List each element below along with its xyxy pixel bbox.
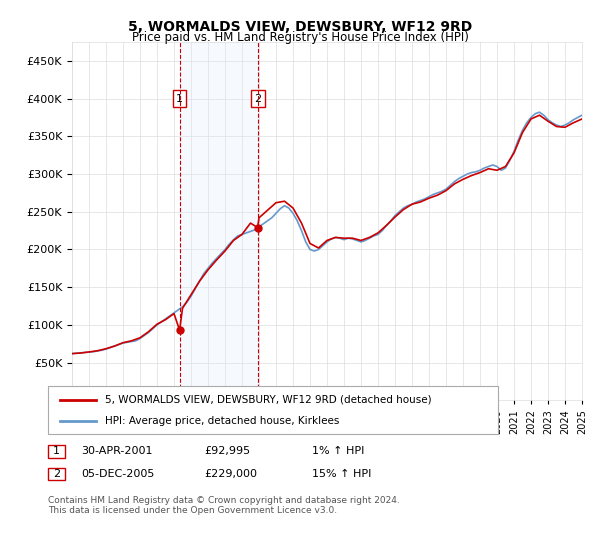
Text: 05-DEC-2005: 05-DEC-2005: [81, 469, 154, 479]
Text: 1% ↑ HPI: 1% ↑ HPI: [312, 446, 364, 456]
Bar: [179, 42, 257, 400]
Text: £92,995: £92,995: [204, 446, 250, 456]
Text: 5, WORMALDS VIEW, DEWSBURY, WF12 9RD (detached house): 5, WORMALDS VIEW, DEWSBURY, WF12 9RD (de…: [105, 395, 431, 405]
Text: Price paid vs. HM Land Registry's House Price Index (HPI): Price paid vs. HM Land Registry's House …: [131, 31, 469, 44]
Text: 1: 1: [53, 446, 60, 456]
Text: HPI: Average price, detached house, Kirklees: HPI: Average price, detached house, Kirk…: [105, 416, 340, 426]
Text: 15% ↑ HPI: 15% ↑ HPI: [312, 469, 371, 479]
Text: Contains HM Land Registry data © Crown copyright and database right 2024.
This d: Contains HM Land Registry data © Crown c…: [48, 496, 400, 515]
Text: 2: 2: [53, 469, 60, 479]
Text: 1: 1: [176, 94, 183, 104]
Text: 5, WORMALDS VIEW, DEWSBURY, WF12 9RD: 5, WORMALDS VIEW, DEWSBURY, WF12 9RD: [128, 20, 472, 34]
Text: 30-APR-2001: 30-APR-2001: [81, 446, 152, 456]
Text: £229,000: £229,000: [204, 469, 257, 479]
Text: 2: 2: [254, 94, 261, 104]
